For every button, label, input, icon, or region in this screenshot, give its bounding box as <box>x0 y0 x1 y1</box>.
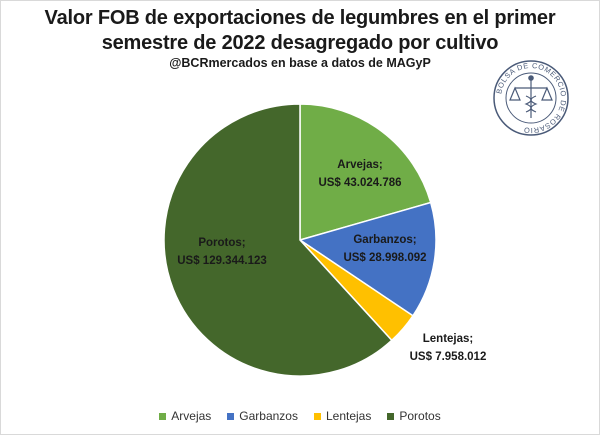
bolsa-de-comercio-logo: BOLSA DE COMERCIO DE ROSARIO <box>493 60 569 136</box>
legend-swatch <box>313 412 321 420</box>
chart-legend: Arvejas Garbanzos Lentejas Porotos <box>0 409 600 423</box>
data-label-value-porotos: US$ 129.344.123 <box>177 255 267 267</box>
legend-swatch <box>227 412 235 420</box>
data-label-value-arvejas: US$ 43.024.786 <box>318 177 401 189</box>
caduceus-scales-icon <box>509 75 553 118</box>
data-label-name-porotos: Porotos; <box>198 237 245 249</box>
legend-item-arvejas: Arvejas <box>159 409 211 423</box>
pie-slice-garbanzos <box>298 201 437 317</box>
legend-item-garbanzos: Garbanzos <box>227 409 298 423</box>
legend-label: Garbanzos <box>239 409 298 423</box>
data-label-name-garbanzos: Garbanzos; <box>353 234 416 246</box>
data-label-value-garbanzos: US$ 28.998.092 <box>343 252 426 264</box>
data-label-name-arvejas: Arvejas; <box>337 159 382 171</box>
legend-swatch <box>387 412 395 420</box>
legend-item-porotos: Porotos <box>387 409 441 423</box>
data-label-name-lentejas: Lentejas; <box>423 333 474 345</box>
pie-slice-porotos <box>163 103 393 377</box>
legend-label: Porotos <box>399 409 441 423</box>
legend-swatch <box>159 412 167 420</box>
chart-title: Valor FOB de exportaciones de legumbres … <box>44 7 556 54</box>
chart-subtitle: @BCRmercados en base a datos de MAGyP <box>169 56 431 70</box>
legend-item-lentejas: Lentejas <box>313 409 372 423</box>
data-label-value-lentejas: US$ 7.958.012 <box>410 351 487 363</box>
legend-label: Arvejas <box>171 409 212 423</box>
legend-label: Lentejas <box>325 409 372 423</box>
pie-slice-arvejas <box>299 103 432 241</box>
